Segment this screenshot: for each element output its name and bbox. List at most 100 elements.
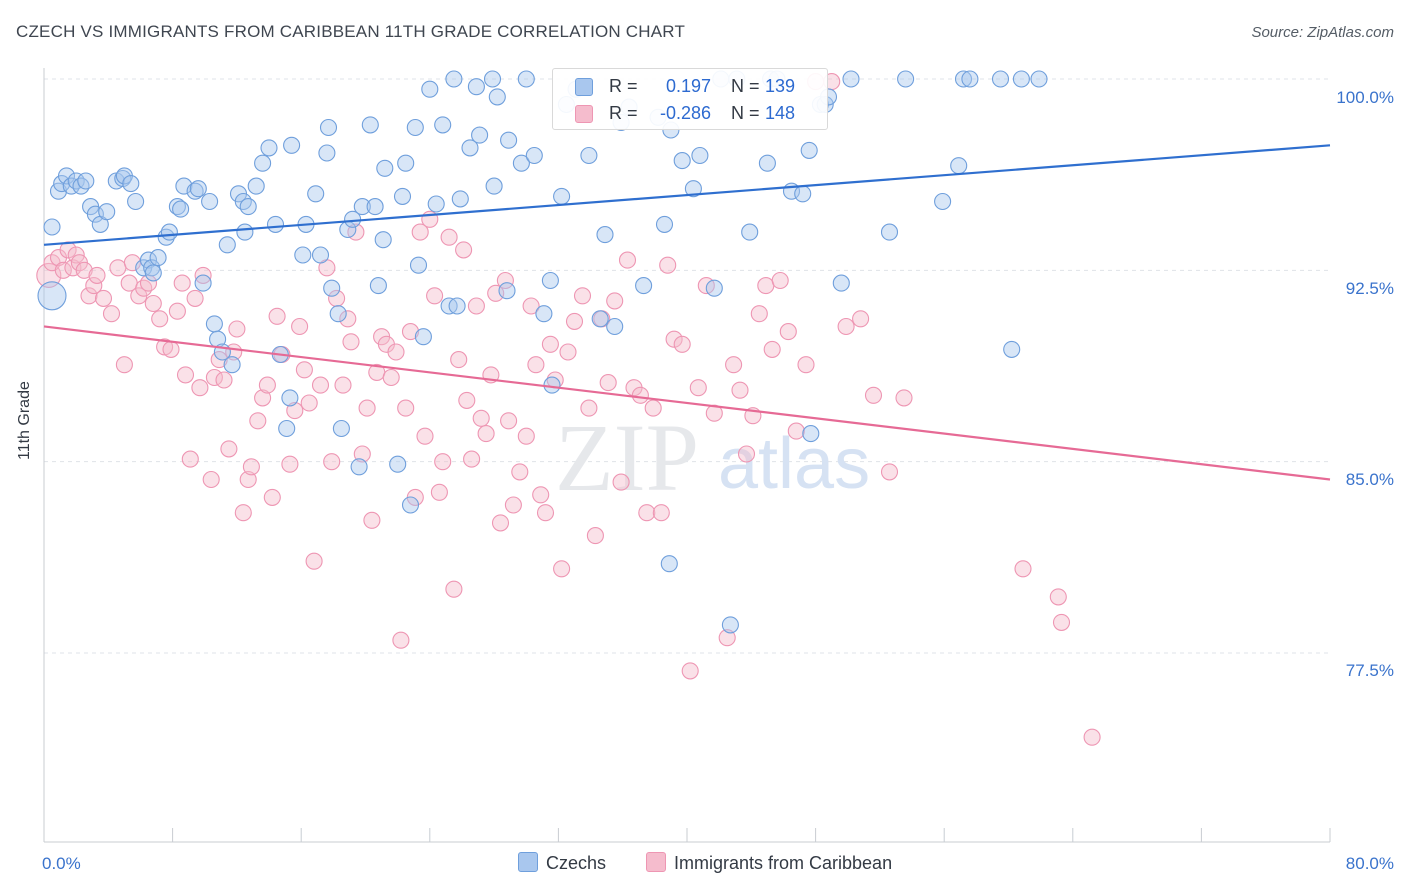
data-point [254, 389, 272, 407]
data-point [737, 445, 756, 463]
data-point [401, 323, 420, 341]
data-point [488, 88, 506, 106]
data-point [162, 340, 180, 358]
caribbean-legend-label: Immigrants from Caribbean [674, 853, 893, 873]
x-max-label: 80.0% [1345, 854, 1394, 873]
chart-source: Source: ZipAtlas.com [1251, 24, 1394, 41]
data-point [536, 504, 555, 522]
data-point [135, 279, 153, 297]
watermark-zip: ZIP [555, 404, 699, 511]
data-point [361, 116, 379, 134]
data-point [500, 131, 518, 149]
data-point [864, 386, 883, 404]
data-point [565, 312, 584, 330]
data-point [350, 458, 368, 476]
data-point [397, 399, 415, 417]
data-point [311, 246, 330, 264]
data-point [382, 368, 400, 387]
data-point [631, 386, 649, 404]
data-point [397, 154, 415, 172]
data-point [374, 231, 392, 249]
data-point [599, 374, 617, 392]
data-point [175, 177, 193, 195]
caribbean-r-value: -0.286 [659, 103, 711, 123]
caribbean-points [36, 73, 1101, 746]
data-point [109, 259, 127, 277]
data-point [463, 450, 481, 468]
data-point [527, 356, 545, 374]
data-point [426, 287, 444, 305]
data-point [691, 146, 709, 165]
legend-row-czechs: R = 0.197 N = 139 [553, 74, 827, 100]
data-point [950, 157, 968, 175]
data-point [295, 361, 313, 379]
data-point [455, 241, 473, 259]
caribbean-trend-line [43, 325, 1331, 481]
data-point [427, 195, 445, 213]
data-point [511, 463, 529, 481]
data-point [771, 271, 789, 290]
data-point [934, 192, 952, 211]
legend-row-caribbean: R = -0.286 N = 148 [553, 101, 827, 127]
data-point [618, 251, 637, 269]
data-point [205, 315, 223, 333]
data-point [127, 192, 145, 211]
data-point [75, 261, 93, 279]
data-point [596, 226, 614, 244]
data-point [72, 177, 90, 195]
czech-legend-label: Czechs [546, 853, 607, 873]
caribbean-r-label: R = [609, 103, 638, 123]
data-point [487, 284, 505, 302]
data-point [1012, 70, 1030, 88]
bottom-legend-czechs: Czechs [518, 852, 606, 874]
data-point [389, 455, 407, 473]
data-point [673, 152, 691, 170]
data-point [37, 281, 67, 311]
data-point [541, 335, 559, 353]
czech-n-value: 139 [765, 76, 796, 96]
data-point [160, 223, 178, 241]
data-point [517, 427, 535, 445]
data-point [242, 458, 260, 476]
data-point [954, 70, 973, 88]
data-point [281, 455, 299, 473]
data-point [684, 180, 702, 198]
data-point [168, 302, 186, 320]
data-point [247, 177, 265, 195]
data-point [234, 192, 252, 211]
data-point [741, 223, 759, 241]
data-point [644, 399, 662, 417]
data-point [635, 277, 653, 295]
data-point [1049, 588, 1067, 606]
data-point [451, 190, 469, 208]
data-point [471, 126, 489, 144]
data-point [392, 631, 410, 649]
data-point [961, 70, 979, 88]
watermark-atlas: atlas [718, 424, 870, 504]
czech-r-value: 0.197 [665, 76, 711, 96]
data-point [342, 333, 360, 351]
data-point [532, 486, 550, 504]
data-point [236, 223, 254, 241]
data-point [239, 470, 257, 489]
data-point [186, 182, 204, 200]
data-point [448, 297, 466, 315]
data-point [504, 496, 522, 514]
data-point [991, 70, 1010, 88]
data-point [897, 70, 915, 88]
data-point [43, 218, 61, 236]
data-point [659, 256, 677, 274]
data-point [559, 343, 577, 361]
data-point [1014, 560, 1032, 578]
data-point [477, 425, 495, 443]
data-point [721, 616, 739, 634]
data-point [339, 310, 357, 328]
y-axis-title: 11th Grade [16, 381, 33, 460]
data-point [535, 305, 553, 323]
data-point [172, 200, 190, 218]
caribbean-swatch [575, 105, 593, 123]
data-point [525, 146, 543, 165]
data-point [122, 175, 140, 193]
y-tick-label-92-5: 92.5% [1345, 279, 1394, 298]
data-point [434, 116, 452, 134]
